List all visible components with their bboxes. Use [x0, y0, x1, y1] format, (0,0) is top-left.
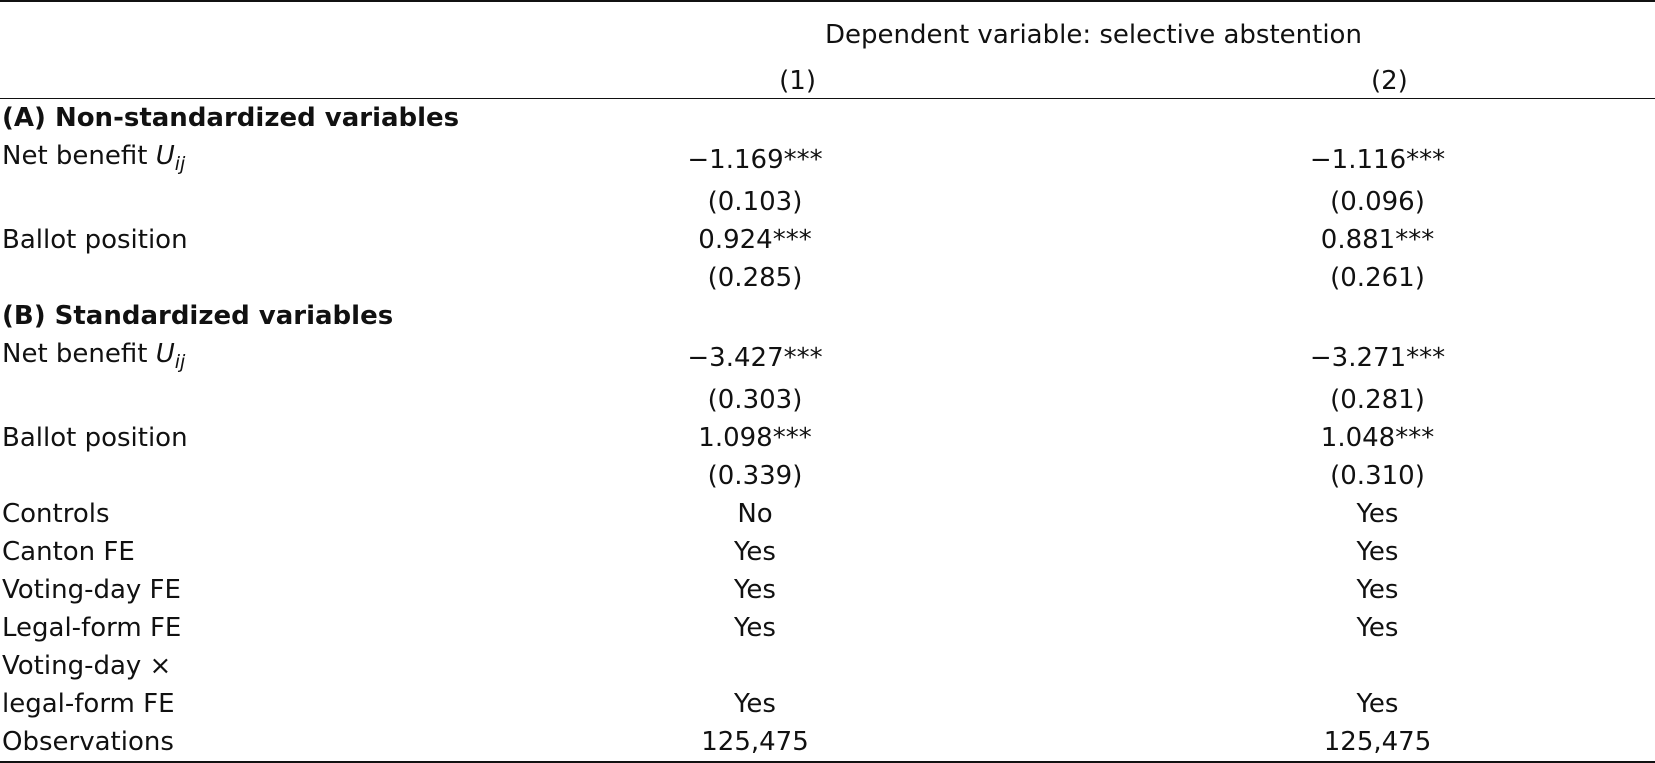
table-row: Canton FE Yes Yes — [0, 533, 1655, 571]
section-header-row: (B) Standardized variables — [0, 297, 1655, 335]
variable-subscript: ij — [174, 153, 186, 175]
table-row: Voting-day × — [0, 647, 1655, 685]
column-1-value: Yes — [734, 689, 776, 719]
header-gap-cell — [1008, 64, 1268, 99]
table-row: Voting-day FE Yes Yes — [0, 571, 1655, 609]
column-1-value: 125,475 — [560, 723, 1008, 763]
column-2-value: 125,475 — [1268, 723, 1655, 763]
column-gap — [1008, 685, 1268, 723]
row-label: Observations — [0, 723, 560, 763]
column-2-value: Yes — [1356, 613, 1399, 643]
table-row: (0.285) (0.261) — [0, 259, 1655, 297]
column-1-value: (0.285) — [707, 263, 803, 293]
table-row: Ballot position 1.098*** 1.048*** — [0, 419, 1655, 457]
table-row: legal-form FE Yes Yes — [0, 685, 1655, 723]
column-1-value: (0.303) — [707, 385, 803, 415]
column-gap — [1008, 381, 1268, 419]
table-row: (0.303) (0.281) — [0, 381, 1655, 419]
column-2-value: (0.281) — [1330, 385, 1425, 415]
column-1-value: No — [737, 499, 773, 529]
column-1-value — [560, 647, 1008, 685]
table-row: Legal-form FE Yes Yes — [0, 609, 1655, 647]
column-2-value: 0.881*** — [1320, 225, 1435, 255]
section-title: (A) Non-standardized variables — [2, 103, 460, 133]
column-gap — [1008, 533, 1268, 571]
column-1-value: −1.169*** — [687, 145, 823, 175]
column-1-header: (1) — [560, 64, 818, 99]
table-row: Net benefit Uij −3.427*** −3.271*** — [0, 335, 1655, 381]
column-1-value: Yes — [734, 575, 776, 605]
column-2-value — [1268, 647, 1655, 685]
dependent-variable-header: Dependent variable: selective abstention — [560, 0, 1655, 64]
column-2-value: Yes — [1356, 689, 1399, 719]
row-label: Ballot position — [2, 423, 188, 453]
header-gap-cell — [818, 64, 1008, 99]
row-label — [0, 381, 560, 419]
column-1-value: (0.103) — [707, 187, 803, 217]
column-gap — [1008, 647, 1268, 685]
row-label-text: Net benefit — [2, 339, 156, 369]
column-1-value: −3.427*** — [687, 343, 823, 373]
row-label: Net benefit Uij — [0, 335, 560, 381]
row-label: Net benefit Uij — [0, 137, 560, 183]
table-row: (0.103) (0.096) — [0, 183, 1655, 221]
column-gap — [1008, 335, 1268, 381]
variable-symbol: U — [155, 339, 175, 369]
column-gap — [1008, 723, 1268, 763]
column-1-value: 1.098*** — [698, 423, 812, 453]
column-gap — [1008, 571, 1268, 609]
column-1-value: 0.924*** — [698, 225, 812, 255]
row-label: Canton FE — [2, 537, 135, 567]
row-label — [0, 259, 560, 297]
header-blank-cell — [0, 64, 560, 99]
table-row: Observations 125,475 125,475 — [0, 723, 1655, 763]
column-gap — [1008, 259, 1268, 297]
variable-subscript: ij — [174, 351, 186, 373]
column-1-value: Yes — [734, 537, 776, 567]
column-gap — [1008, 419, 1268, 457]
column-2-header: (2) — [1268, 64, 1655, 99]
column-gap — [1008, 609, 1268, 647]
column-2-value: (0.096) — [1330, 187, 1425, 217]
section-header-row: (A) Non-standardized variables — [0, 99, 1655, 138]
column-2-value: Yes — [1356, 575, 1399, 605]
row-label: Controls — [2, 499, 110, 529]
row-label — [0, 183, 560, 221]
header-row-column-numbers: (1) (2) — [0, 64, 1655, 99]
row-label — [0, 457, 560, 495]
row-label: legal-form FE — [2, 689, 175, 719]
column-2-value: 1.048*** — [1320, 423, 1435, 453]
column-2-value: Yes — [1356, 499, 1399, 529]
row-label-text: Net benefit — [2, 141, 156, 171]
column-1-value: Yes — [734, 613, 776, 643]
column-2-value: Yes — [1356, 537, 1399, 567]
row-label: Legal-form FE — [2, 613, 182, 643]
table-row: Net benefit Uij −1.169*** −1.116*** — [0, 137, 1655, 183]
column-2-value: (0.310) — [1330, 461, 1425, 491]
header-row-dependent-variable: Dependent variable: selective abstention — [0, 0, 1655, 64]
column-gap — [1008, 457, 1268, 495]
table-row: Controls No Yes — [0, 495, 1655, 533]
row-label: Voting-day × — [2, 651, 172, 681]
column-gap — [1008, 221, 1268, 259]
variable-symbol: U — [155, 141, 175, 171]
column-2-value: −1.116*** — [1309, 145, 1446, 175]
column-gap — [1008, 183, 1268, 221]
header-blank-cell — [0, 0, 560, 64]
column-1-value: (0.339) — [707, 461, 803, 491]
table-row: Ballot position 0.924*** 0.881*** — [0, 221, 1655, 259]
row-label: Voting-day FE — [2, 575, 181, 605]
row-label: Ballot position — [2, 225, 188, 255]
table-row: (0.339) (0.310) — [0, 457, 1655, 495]
column-gap — [1008, 137, 1268, 183]
column-2-value: −3.271*** — [1309, 343, 1446, 373]
section-title: (B) Standardized variables — [2, 301, 394, 331]
column-2-value: (0.261) — [1330, 263, 1425, 293]
column-gap — [1008, 495, 1268, 533]
